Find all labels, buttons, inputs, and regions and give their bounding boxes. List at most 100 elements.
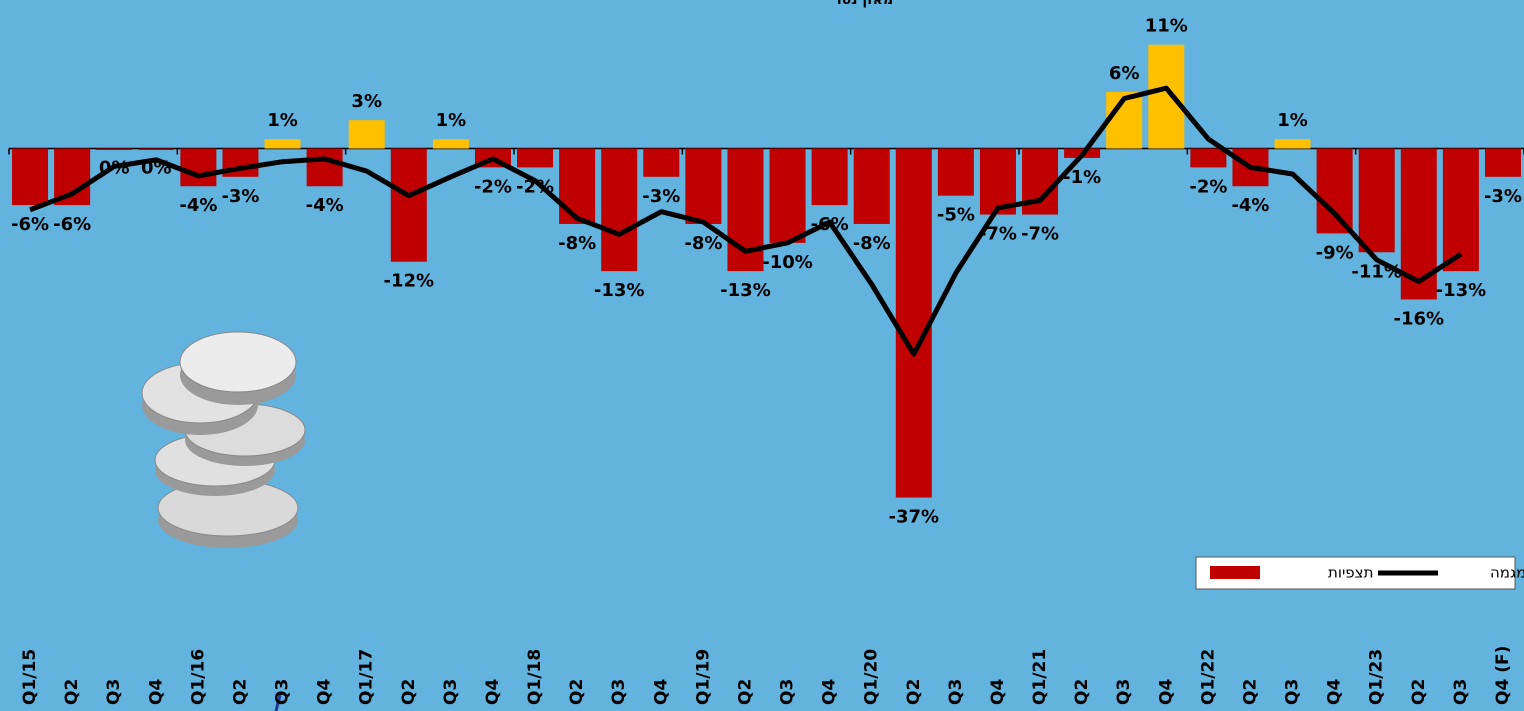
data-label: -12% xyxy=(384,271,435,292)
x-tick-label: Q4 xyxy=(820,679,840,705)
bar xyxy=(138,148,175,150)
data-label: -37% xyxy=(889,507,940,528)
bar xyxy=(1274,139,1311,149)
x-tick-label: Q4 xyxy=(483,679,503,705)
x-tick-label: Q1/23 xyxy=(1367,649,1387,705)
x-tick-label: Q3 xyxy=(778,679,798,705)
data-label: -2% xyxy=(474,176,512,197)
data-label: -10% xyxy=(762,252,813,273)
data-label: 1% xyxy=(436,110,467,131)
data-label: -8% xyxy=(684,233,722,254)
data-label: -8% xyxy=(853,233,891,254)
bar xyxy=(937,148,974,196)
x-tick-label: Q1/18 xyxy=(525,649,545,705)
bar xyxy=(264,139,301,149)
bar xyxy=(1358,148,1395,253)
x-tick-label: Q1/20 xyxy=(862,649,882,705)
data-label: -9% xyxy=(1316,242,1354,263)
x-tick-label: Q2 xyxy=(399,679,419,705)
x-tick-label: Q4 xyxy=(146,679,166,705)
data-label: -3% xyxy=(1484,186,1522,207)
data-label: 11% xyxy=(1145,16,1188,37)
x-tick-label: Q3 xyxy=(1451,679,1471,705)
bar xyxy=(895,148,932,498)
x-tick-label: Q4 xyxy=(315,679,335,705)
data-label: -3% xyxy=(221,186,259,207)
bar xyxy=(1316,148,1353,234)
x-tick-label: Q1/21 xyxy=(1030,649,1050,705)
bar xyxy=(390,148,427,262)
data-label: -5% xyxy=(937,205,975,226)
data-label: -1% xyxy=(1063,167,1101,188)
data-label: -4% xyxy=(1231,195,1269,216)
data-label: -13% xyxy=(720,280,771,301)
data-label: -7% xyxy=(979,224,1017,245)
x-tick-label: Q1/19 xyxy=(693,649,713,705)
data-label: -13% xyxy=(1436,280,1487,301)
x-tick-label: Q2 xyxy=(1409,679,1429,705)
bar xyxy=(769,148,806,243)
x-tick-label: Q1/22 xyxy=(1198,649,1218,705)
bar xyxy=(559,148,596,224)
bar xyxy=(1484,148,1521,177)
data-label: -6% xyxy=(53,214,91,235)
x-tick-label: Q3 xyxy=(946,679,966,705)
legend-swatch xyxy=(1210,566,1260,579)
x-tick-label: Q2 xyxy=(904,679,924,705)
data-label: -7% xyxy=(1021,224,1059,245)
bar xyxy=(601,148,638,272)
bar xyxy=(348,120,385,149)
data-label: -3% xyxy=(642,186,680,207)
data-label: -2% xyxy=(1189,176,1227,197)
data-label: 1% xyxy=(1277,110,1308,131)
data-label: -16% xyxy=(1394,308,1445,329)
x-tick-label: Q3 xyxy=(1114,679,1134,705)
bar xyxy=(306,148,343,187)
bar xyxy=(432,139,469,149)
legend-label: תצפיות xyxy=(1328,564,1373,582)
x-tick-label: Q1/17 xyxy=(357,649,377,705)
bar xyxy=(643,148,680,177)
x-tick-label: Q3 xyxy=(273,679,293,705)
bar xyxy=(853,148,890,224)
data-label: -4% xyxy=(179,195,217,216)
data-label: -6% xyxy=(11,214,49,235)
data-label: -13% xyxy=(594,280,645,301)
data-label: 1% xyxy=(267,110,298,131)
data-label: 6% xyxy=(1109,63,1140,84)
bar xyxy=(1442,148,1479,272)
x-tick-label: Q3 xyxy=(104,679,124,705)
x-tick-label: Q4 xyxy=(1156,679,1176,705)
bar xyxy=(12,148,49,206)
data-label: 3% xyxy=(351,91,382,112)
x-tick-label: Q2 xyxy=(1240,679,1260,705)
x-tick-label: Q4 (F) xyxy=(1493,646,1513,705)
data-label: -8% xyxy=(558,233,596,254)
trend-line xyxy=(29,85,1463,357)
x-tick-label: Q2 xyxy=(567,679,587,705)
x-tick-label: Q4 xyxy=(988,679,1008,705)
x-tick-label: Q1/15 xyxy=(20,649,40,705)
bar xyxy=(685,148,722,224)
legend: תצפיות מגמה xyxy=(1195,556,1524,590)
legend-label: מגמה xyxy=(1490,564,1524,582)
x-tick-label: Q2 xyxy=(735,679,755,705)
x-tick-label: Q3 xyxy=(609,679,629,705)
chart-title: מאזן נטו xyxy=(837,0,893,8)
bar xyxy=(1148,44,1185,149)
x-tick-label: Q2 xyxy=(230,679,250,705)
bar xyxy=(180,148,217,187)
coins-illustration xyxy=(141,331,306,711)
x-tick-label: Q1/16 xyxy=(188,649,208,705)
data-label: -4% xyxy=(306,195,344,216)
bar xyxy=(1190,148,1227,168)
x-tick-label: Q3 xyxy=(1283,679,1303,705)
x-tick-label: Q2 xyxy=(62,679,82,705)
bar xyxy=(811,148,848,206)
data-label: -11% xyxy=(1351,261,1402,282)
x-tick-label: Q2 xyxy=(1072,679,1092,705)
x-tick-label: Q4 xyxy=(651,679,671,705)
x-tick-label: Q4 xyxy=(1325,679,1345,705)
